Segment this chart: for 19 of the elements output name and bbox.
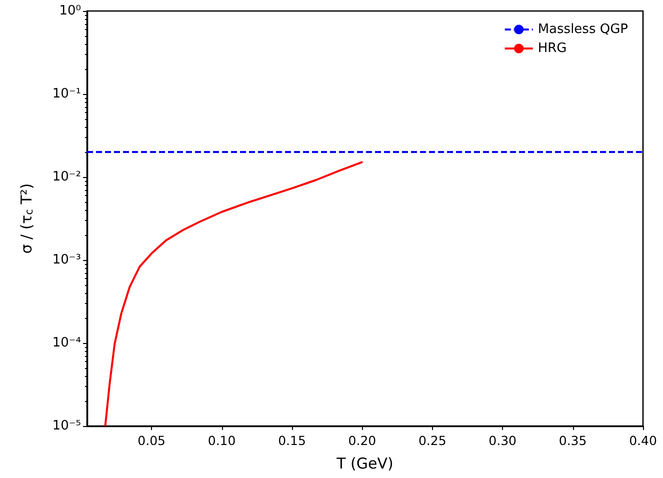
x-tick-label: 0.40 xyxy=(629,433,657,448)
y-tick-label: 10⁻³ xyxy=(52,252,81,268)
x-axis-title: T (GeV) xyxy=(336,454,394,472)
x-tick-label: 0.25 xyxy=(418,433,446,448)
x-tick-label: 0.05 xyxy=(138,433,166,448)
line-series xyxy=(104,160,364,427)
x-tick-label: 0.30 xyxy=(488,433,517,448)
x-tick-label: 0.10 xyxy=(208,433,236,448)
legend-label: HRG xyxy=(538,41,567,56)
legend-label: Massless QGP xyxy=(538,22,628,37)
x-tick-label: 0.15 xyxy=(278,433,306,448)
y-tick-label: 10⁻¹ xyxy=(52,86,81,102)
x-tick-label: 0.20 xyxy=(348,433,376,448)
y-tick-label: 10⁰ xyxy=(59,4,81,18)
x-tick-label: 0.35 xyxy=(558,433,587,448)
y-tick-label: 10⁻⁵ xyxy=(52,418,81,434)
y-tick-label: 10⁻⁴ xyxy=(52,336,81,350)
y-tick-label: 10⁻² xyxy=(52,170,81,184)
y-axis-title: σ / (τc T²) xyxy=(18,183,36,254)
